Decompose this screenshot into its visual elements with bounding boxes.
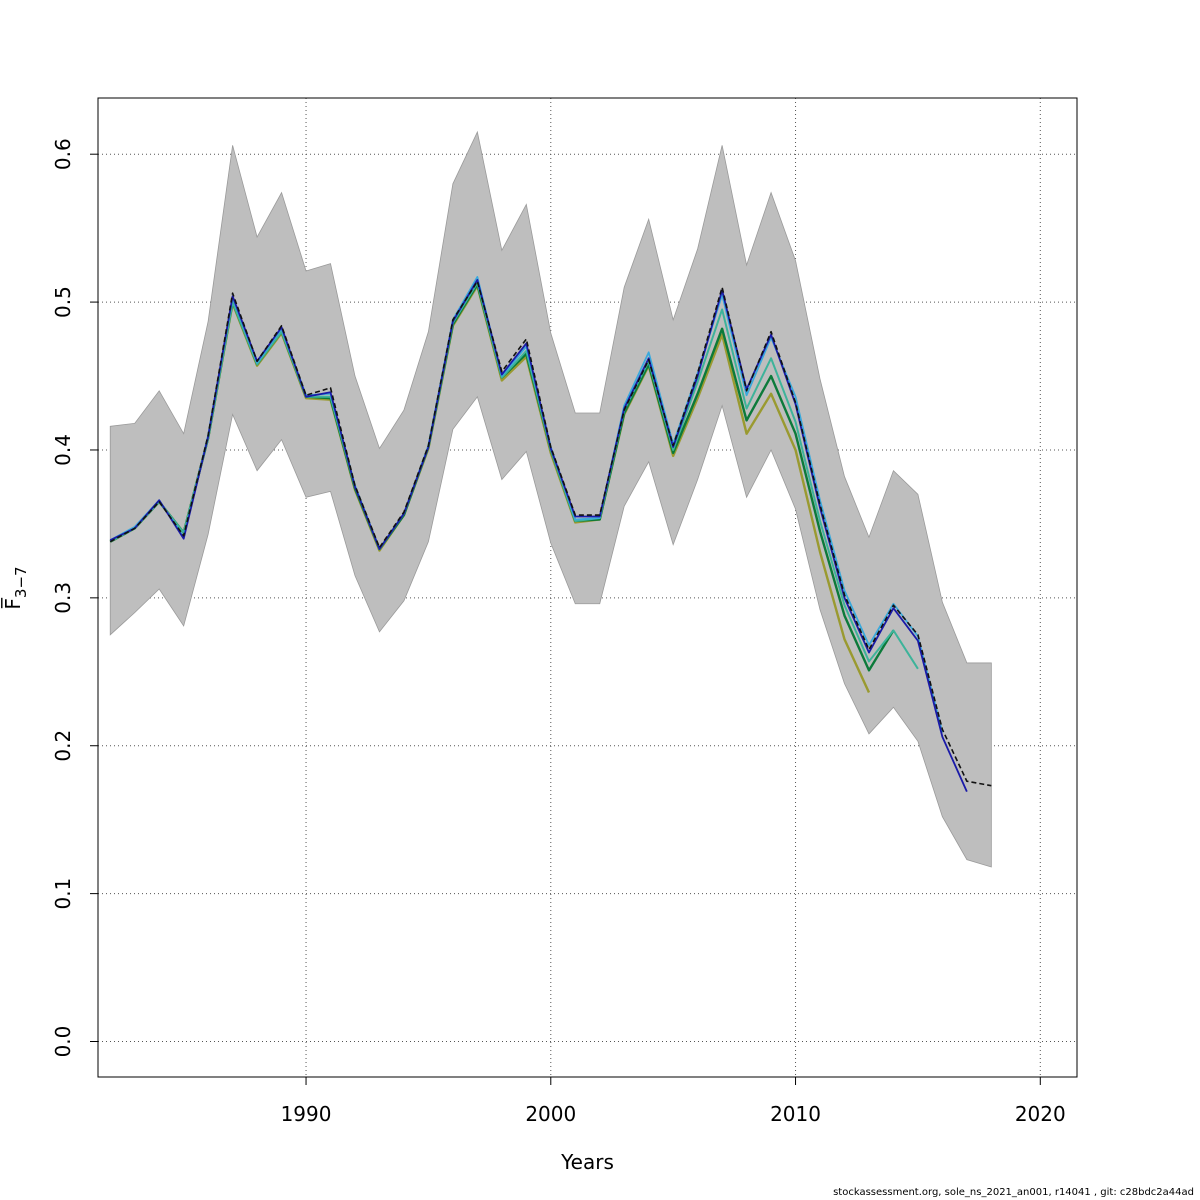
confidence-band [109, 130, 992, 868]
plot-frame [97, 97, 1078, 1078]
x-tick-label-1990: 1990 [281, 1102, 332, 1126]
y-tick-label-4: 0.4 [51, 434, 75, 466]
y-tick-label-2: 0.2 [51, 730, 75, 762]
y-axis-title: F̅3−7 [0, 566, 30, 609]
y-axis-title-main: F̅ [0, 597, 25, 610]
x-tick-label-2020: 2020 [1015, 1102, 1066, 1126]
series-line-3 [109, 281, 919, 670]
footer-credit: stockassessment.org, sole_ns_2021_an001,… [833, 1187, 1194, 1198]
y-tick-label-3: 0.3 [51, 582, 75, 614]
y-tick-label-1: 0.1 [51, 878, 75, 910]
series-layer [109, 276, 992, 792]
y-tick-label-0: 0.0 [51, 1026, 75, 1058]
x-axis-title: Years [560, 1150, 614, 1174]
x-axis: 1990 2000 2010 2020 [281, 1077, 1066, 1126]
y-axis-title-subscript: 3−7 [12, 566, 30, 598]
series-line-0 [109, 280, 992, 787]
x-tick-label-2000: 2000 [525, 1102, 576, 1126]
x-tick-label-2010: 2010 [770, 1102, 821, 1126]
y-tick-label-6: 0.6 [51, 138, 75, 170]
y-tick-label-5: 0.5 [51, 286, 75, 318]
y-axis: 0.0 0.1 0.2 0.3 0.4 0.5 0.6 [51, 138, 98, 1057]
confidence-band-layer [109, 130, 992, 868]
